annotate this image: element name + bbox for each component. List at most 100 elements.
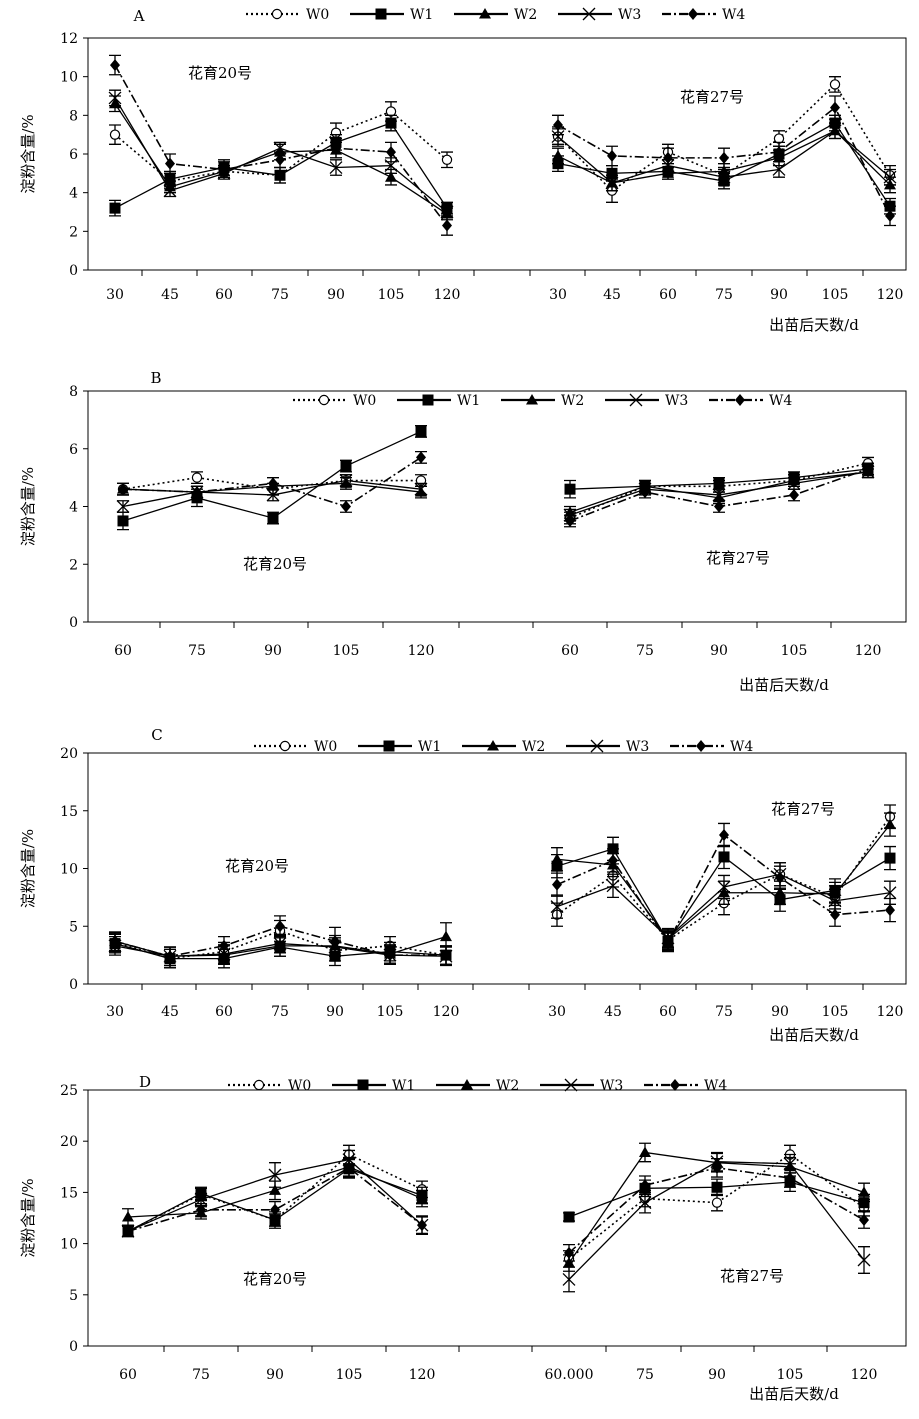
data-point <box>640 486 650 499</box>
legend-item-W3: W3 <box>566 739 649 755</box>
legend-marker-diamond <box>696 740 706 752</box>
y-tick-label: 8 <box>69 108 78 124</box>
x-tick-label: 30 <box>548 1004 566 1020</box>
x-tick-label: 60 <box>659 1004 677 1020</box>
data-point <box>219 939 229 952</box>
legend-item-W3: W3 <box>540 1078 623 1094</box>
data-point <box>273 937 287 951</box>
data-point <box>110 59 120 72</box>
data-point <box>415 425 427 437</box>
y-tick-label: 12 <box>60 31 78 47</box>
data-point <box>605 176 619 190</box>
legend-item-W4: W4 <box>709 393 792 409</box>
data-point <box>863 462 873 475</box>
x-tick-label: 90 <box>327 287 345 303</box>
legend-label: W1 <box>418 739 441 755</box>
data-point <box>563 1211 575 1223</box>
data-point <box>787 476 801 490</box>
data-point <box>564 483 576 495</box>
x-tick-label: 75 <box>271 1004 289 1020</box>
y-axis-label: 淀粉含量/% <box>19 467 37 546</box>
data-point <box>386 146 396 159</box>
x-tick-label: 120 <box>855 643 882 659</box>
data-point <box>719 151 729 164</box>
legend-item-W3: W3 <box>558 7 641 23</box>
data-point <box>564 1246 574 1259</box>
x-tick-label: 90 <box>771 1004 789 1020</box>
group-0: 30 45 60 75 90 105 120 花育20号 <box>106 54 461 303</box>
group-label: 花育27号 <box>720 1267 784 1285</box>
y-axis-label: 淀粉含量/% <box>19 114 37 193</box>
series-W3 <box>108 933 453 967</box>
x-tick-label: 30 <box>549 287 567 303</box>
group-label: 花育27号 <box>680 88 744 106</box>
data-point <box>330 935 340 948</box>
x-tick-label: 45 <box>161 1004 179 1020</box>
series-W4 <box>551 822 896 953</box>
legend-label: W0 <box>306 7 329 23</box>
legend-marker-square <box>383 740 395 752</box>
data-point <box>640 1179 650 1192</box>
data-point <box>441 154 453 165</box>
legend-label: W0 <box>314 739 337 755</box>
y-tick-label: 15 <box>60 1185 78 1201</box>
legend-marker-open-circle <box>253 1079 265 1091</box>
x-tick-label: 45 <box>603 287 621 303</box>
y-tick-label: 20 <box>60 1134 78 1150</box>
y-tick-label: 5 <box>69 919 78 935</box>
x-tick-label: 75 <box>715 1004 733 1020</box>
data-point <box>440 930 452 942</box>
legend-label: W0 <box>288 1078 311 1094</box>
legend-label: W3 <box>618 7 641 23</box>
legend-item-W2: W2 <box>462 739 545 755</box>
group-1: 60.000 75 90 105 120 花育27号 <box>545 1142 878 1383</box>
data-point <box>785 1172 795 1185</box>
data-point <box>712 488 726 502</box>
x-tick-label: 105 <box>822 1004 849 1020</box>
x-tick-label: 120 <box>851 1367 878 1383</box>
legend-item-W1: W1 <box>358 739 441 755</box>
data-point <box>717 880 731 894</box>
legend-label: W2 <box>496 1078 519 1094</box>
data-point <box>718 851 730 863</box>
legend-label: W1 <box>392 1078 415 1094</box>
group-label: 花育27号 <box>771 800 835 818</box>
x-axis-label: 出苗后天数/d <box>769 1026 859 1044</box>
data-point <box>828 124 842 138</box>
group-1: 30 45 60 75 90 105 120 花育27号 <box>548 800 903 1020</box>
legend-label: W2 <box>514 7 537 23</box>
y-tick-label: 5 <box>69 1288 78 1304</box>
legend-panel-3: W0 W1 W2 W3 W4 <box>228 1078 727 1094</box>
legend-label: W2 <box>522 739 545 755</box>
plot-frame <box>87 752 907 985</box>
group-label: 花育20号 <box>243 555 307 573</box>
data-point <box>712 1161 722 1174</box>
data-point <box>551 853 563 864</box>
data-point <box>341 500 351 513</box>
y-tick-label: 0 <box>69 1339 78 1355</box>
data-point <box>883 170 897 184</box>
data-point <box>663 151 673 164</box>
legend-label: W4 <box>769 393 792 409</box>
data-point <box>385 171 397 182</box>
group-0: 60 75 90 105 120 花育20号 <box>114 425 435 659</box>
series-W4 <box>564 462 874 528</box>
plot-frame <box>87 1089 907 1347</box>
data-point <box>662 167 674 178</box>
legend-item-W0: W0 <box>293 393 376 409</box>
y-tick-label: 10 <box>60 1237 78 1253</box>
data-point <box>269 1184 281 1195</box>
x-tick-label: 120 <box>434 287 461 303</box>
legend-item-W4: W4 <box>670 739 753 755</box>
data-point <box>608 854 618 867</box>
legend-marker-diamond <box>735 394 745 406</box>
x-tick-label: 105 <box>333 643 360 659</box>
chart-panel-A: 0 2 4 6 8 10 12 淀粉含量/% 出苗后天数/d A 30 45 60 75 90 105 120 花… <box>19 7 907 334</box>
legend-label: W3 <box>665 393 688 409</box>
series-line <box>122 430 422 522</box>
legend-marker-x <box>629 393 643 407</box>
data-point <box>165 950 175 963</box>
series-line <box>122 456 422 508</box>
x-tick-label: 120 <box>408 643 435 659</box>
x-tick-label: 75 <box>188 643 206 659</box>
